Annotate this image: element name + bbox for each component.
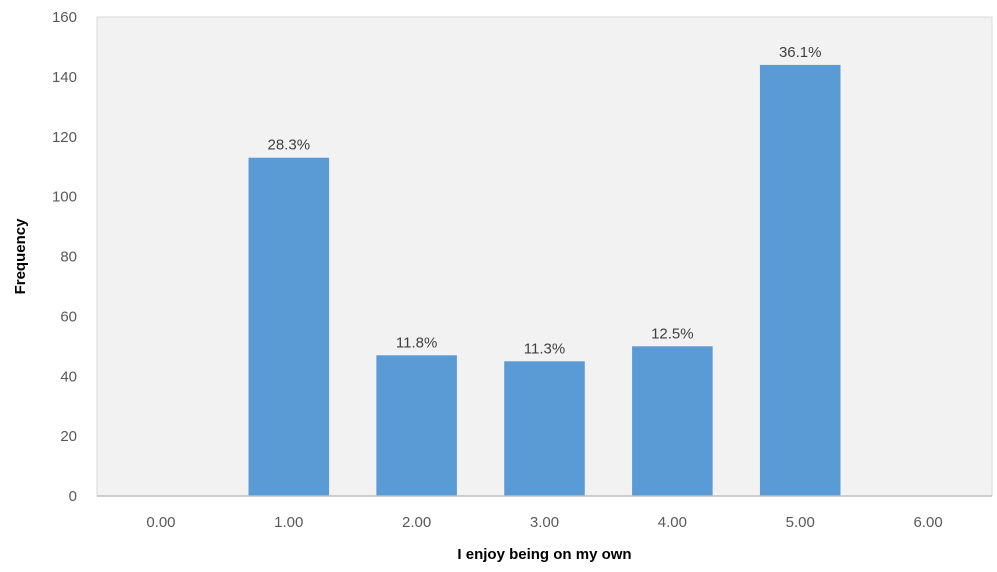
bar-3.00 — [504, 361, 585, 496]
y-tick-label: 120 — [52, 129, 77, 146]
x-tick-label: 6.00 — [913, 514, 942, 531]
x-tick-label: 2.00 — [402, 514, 431, 531]
data-label: 36.1% — [779, 44, 822, 61]
y-tick-label: 140 — [52, 69, 77, 86]
bar-1.00 — [248, 157, 330, 497]
y-tick-label: 20 — [60, 428, 77, 445]
y-tick-label: 60 — [60, 308, 77, 325]
y-axis-title: Frequency — [12, 218, 29, 295]
y-tick-label: 100 — [52, 189, 77, 206]
x-tick-label: 4.00 — [658, 514, 687, 531]
x-tick-label: 5.00 — [786, 514, 815, 531]
y-axis-ticks: 0 20 40 60 80 100 120 140 160 — [52, 9, 77, 505]
x-tick-label: 0.00 — [146, 514, 175, 531]
data-labels-group: 28.3% 11.8% 11.3% 12.5% 36.1% — [268, 44, 822, 357]
x-tick-label: 3.00 — [530, 514, 559, 531]
bar-2.00 — [376, 355, 457, 496]
bars-group — [248, 64, 841, 497]
y-tick-label: 80 — [60, 249, 77, 266]
data-label: 12.5% — [651, 325, 694, 342]
data-label: 28.3% — [268, 137, 311, 154]
data-label: 11.8% — [396, 334, 437, 351]
bar-4.00 — [632, 346, 713, 496]
x-axis-ticks: 0.00 1.00 2.00 3.00 4.00 5.00 6.00 — [146, 514, 942, 531]
bar-5.00 — [759, 64, 841, 497]
data-label: 11.3% — [524, 340, 565, 357]
y-tick-label: 0 — [69, 488, 77, 505]
x-axis-title: I enjoy being on my own — [457, 546, 631, 563]
y-tick-label: 40 — [60, 368, 77, 385]
y-tick-label: 160 — [52, 9, 77, 26]
x-tick-label: 1.00 — [274, 514, 303, 531]
